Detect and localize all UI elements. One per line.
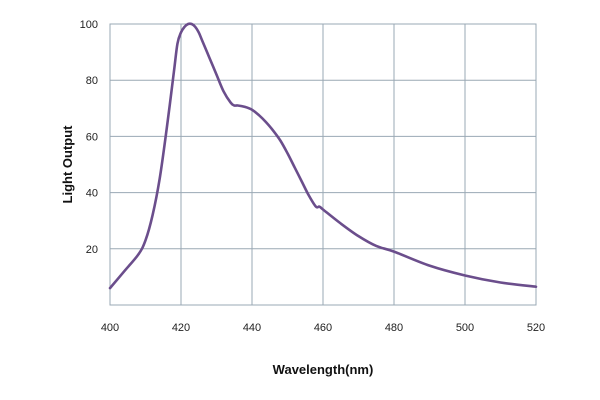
y-tick-label: 20 (86, 244, 98, 256)
x-tick-label: 440 (243, 322, 261, 334)
y-tick-label: 80 (86, 75, 98, 87)
y-axis-label: Light Output (60, 125, 75, 204)
y-tick-labels: 20 40 60 80 100 (80, 19, 98, 256)
x-axis-label: Wavelength(nm) (273, 362, 374, 377)
y-tick-label: 40 (86, 188, 98, 200)
x-tick-labels: 400 420 440 460 480 500 520 (101, 322, 545, 334)
series-group (108, 22, 538, 290)
x-tick-label: 520 (527, 322, 545, 334)
x-tick-label: 500 (456, 322, 474, 334)
y-tick-label: 100 (80, 19, 98, 31)
x-tick-label: 480 (385, 322, 403, 334)
x-tick-label: 420 (172, 322, 190, 334)
x-tick-label: 460 (314, 322, 332, 334)
grid (110, 24, 536, 305)
series-line (108, 22, 538, 290)
y-tick-label: 60 (86, 131, 98, 143)
plot-frame (109, 23, 537, 306)
x-tick-label: 400 (101, 322, 119, 334)
